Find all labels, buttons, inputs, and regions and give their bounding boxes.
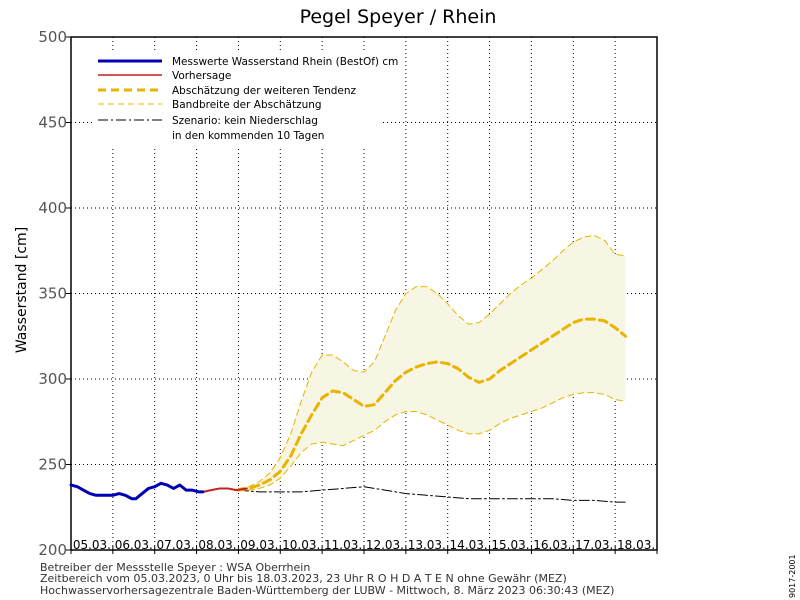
y-tick-label-450: 450 [38,114,67,132]
y-axis-ticks: 200 250 300 350 400 450 500 [38,28,71,559]
chart-title: Pegel Speyer / Rhein [300,6,497,28]
x-tick-label-12: 17.03. [575,538,613,552]
y-tick-label-500: 500 [38,28,67,46]
x-tick-label-3: 08.03. [198,538,236,552]
series-line-forecast [201,487,248,493]
x-axis-ticks: 05.03. 06.03. 07.03. 08.03. 09.03. 10.03. 11.0… [70,538,658,554]
x-tick-label-0: 05.03. [73,538,111,552]
series-line-band-upper [237,234,627,489]
legend-label-forecast: Vorhersage [172,70,231,82]
x-tick-label-9: 14.03. [450,538,488,552]
side-code: 9017-2001 [788,554,797,598]
footer-operator: Betreiber der Messstelle Speyer : WSA Ob… [40,561,310,574]
legend-label-scenario-cont: in den kommenden 10 Tagen [172,130,324,142]
x-tick-label-6: 11.03. [324,538,362,552]
series-line-band-lower [237,392,627,491]
y-tick-label-200: 200 [38,541,67,559]
x-tick-label-10: 15.03. [491,538,529,552]
series-lines [69,234,628,503]
legend-label-scenario: Szenario: kein Niederschlag [172,115,318,127]
legend-label-band: Bandbreite der Abschätzung [172,99,322,111]
legend-label-tendency: Abschätzung der weiteren Tendenz [172,85,357,97]
y-tick-label-350: 350 [38,285,67,303]
y-tick-label-300: 300 [38,370,67,388]
x-tick-label-13: 18.03. [617,538,655,552]
series-line-measured [69,481,205,501]
x-tick-label-1: 06.03. [115,538,153,552]
x-tick-label-5: 10.03. [282,538,320,552]
x-tick-label-2: 07.03. [157,538,195,552]
series-line-scenario [237,486,627,503]
legend: Messwerte Wasserstand Rhein (BestOf) cm … [94,52,398,148]
x-tick-label-8: 13.03. [408,538,446,552]
x-tick-label-4: 09.03. [240,538,278,552]
y-tick-label-400: 400 [38,199,67,217]
footer-timerange: Zeitbereich vom 05.03.2023, 0 Uhr bis 18… [40,572,567,585]
y-axis-label: Wasserstand [cm] [14,227,30,353]
x-tick-label-7: 12.03. [366,538,404,552]
legend-background [94,52,380,148]
legend-label-measured: Messwerte Wasserstand Rhein (BestOf) cm [172,56,398,68]
x-tick-label-11: 16.03. [533,538,571,552]
footer-agency: Hochwasservorhersagezentrale Baden-Württ… [40,584,614,597]
y-tick-label-250: 250 [38,456,67,474]
series-line-tendency [236,317,628,492]
